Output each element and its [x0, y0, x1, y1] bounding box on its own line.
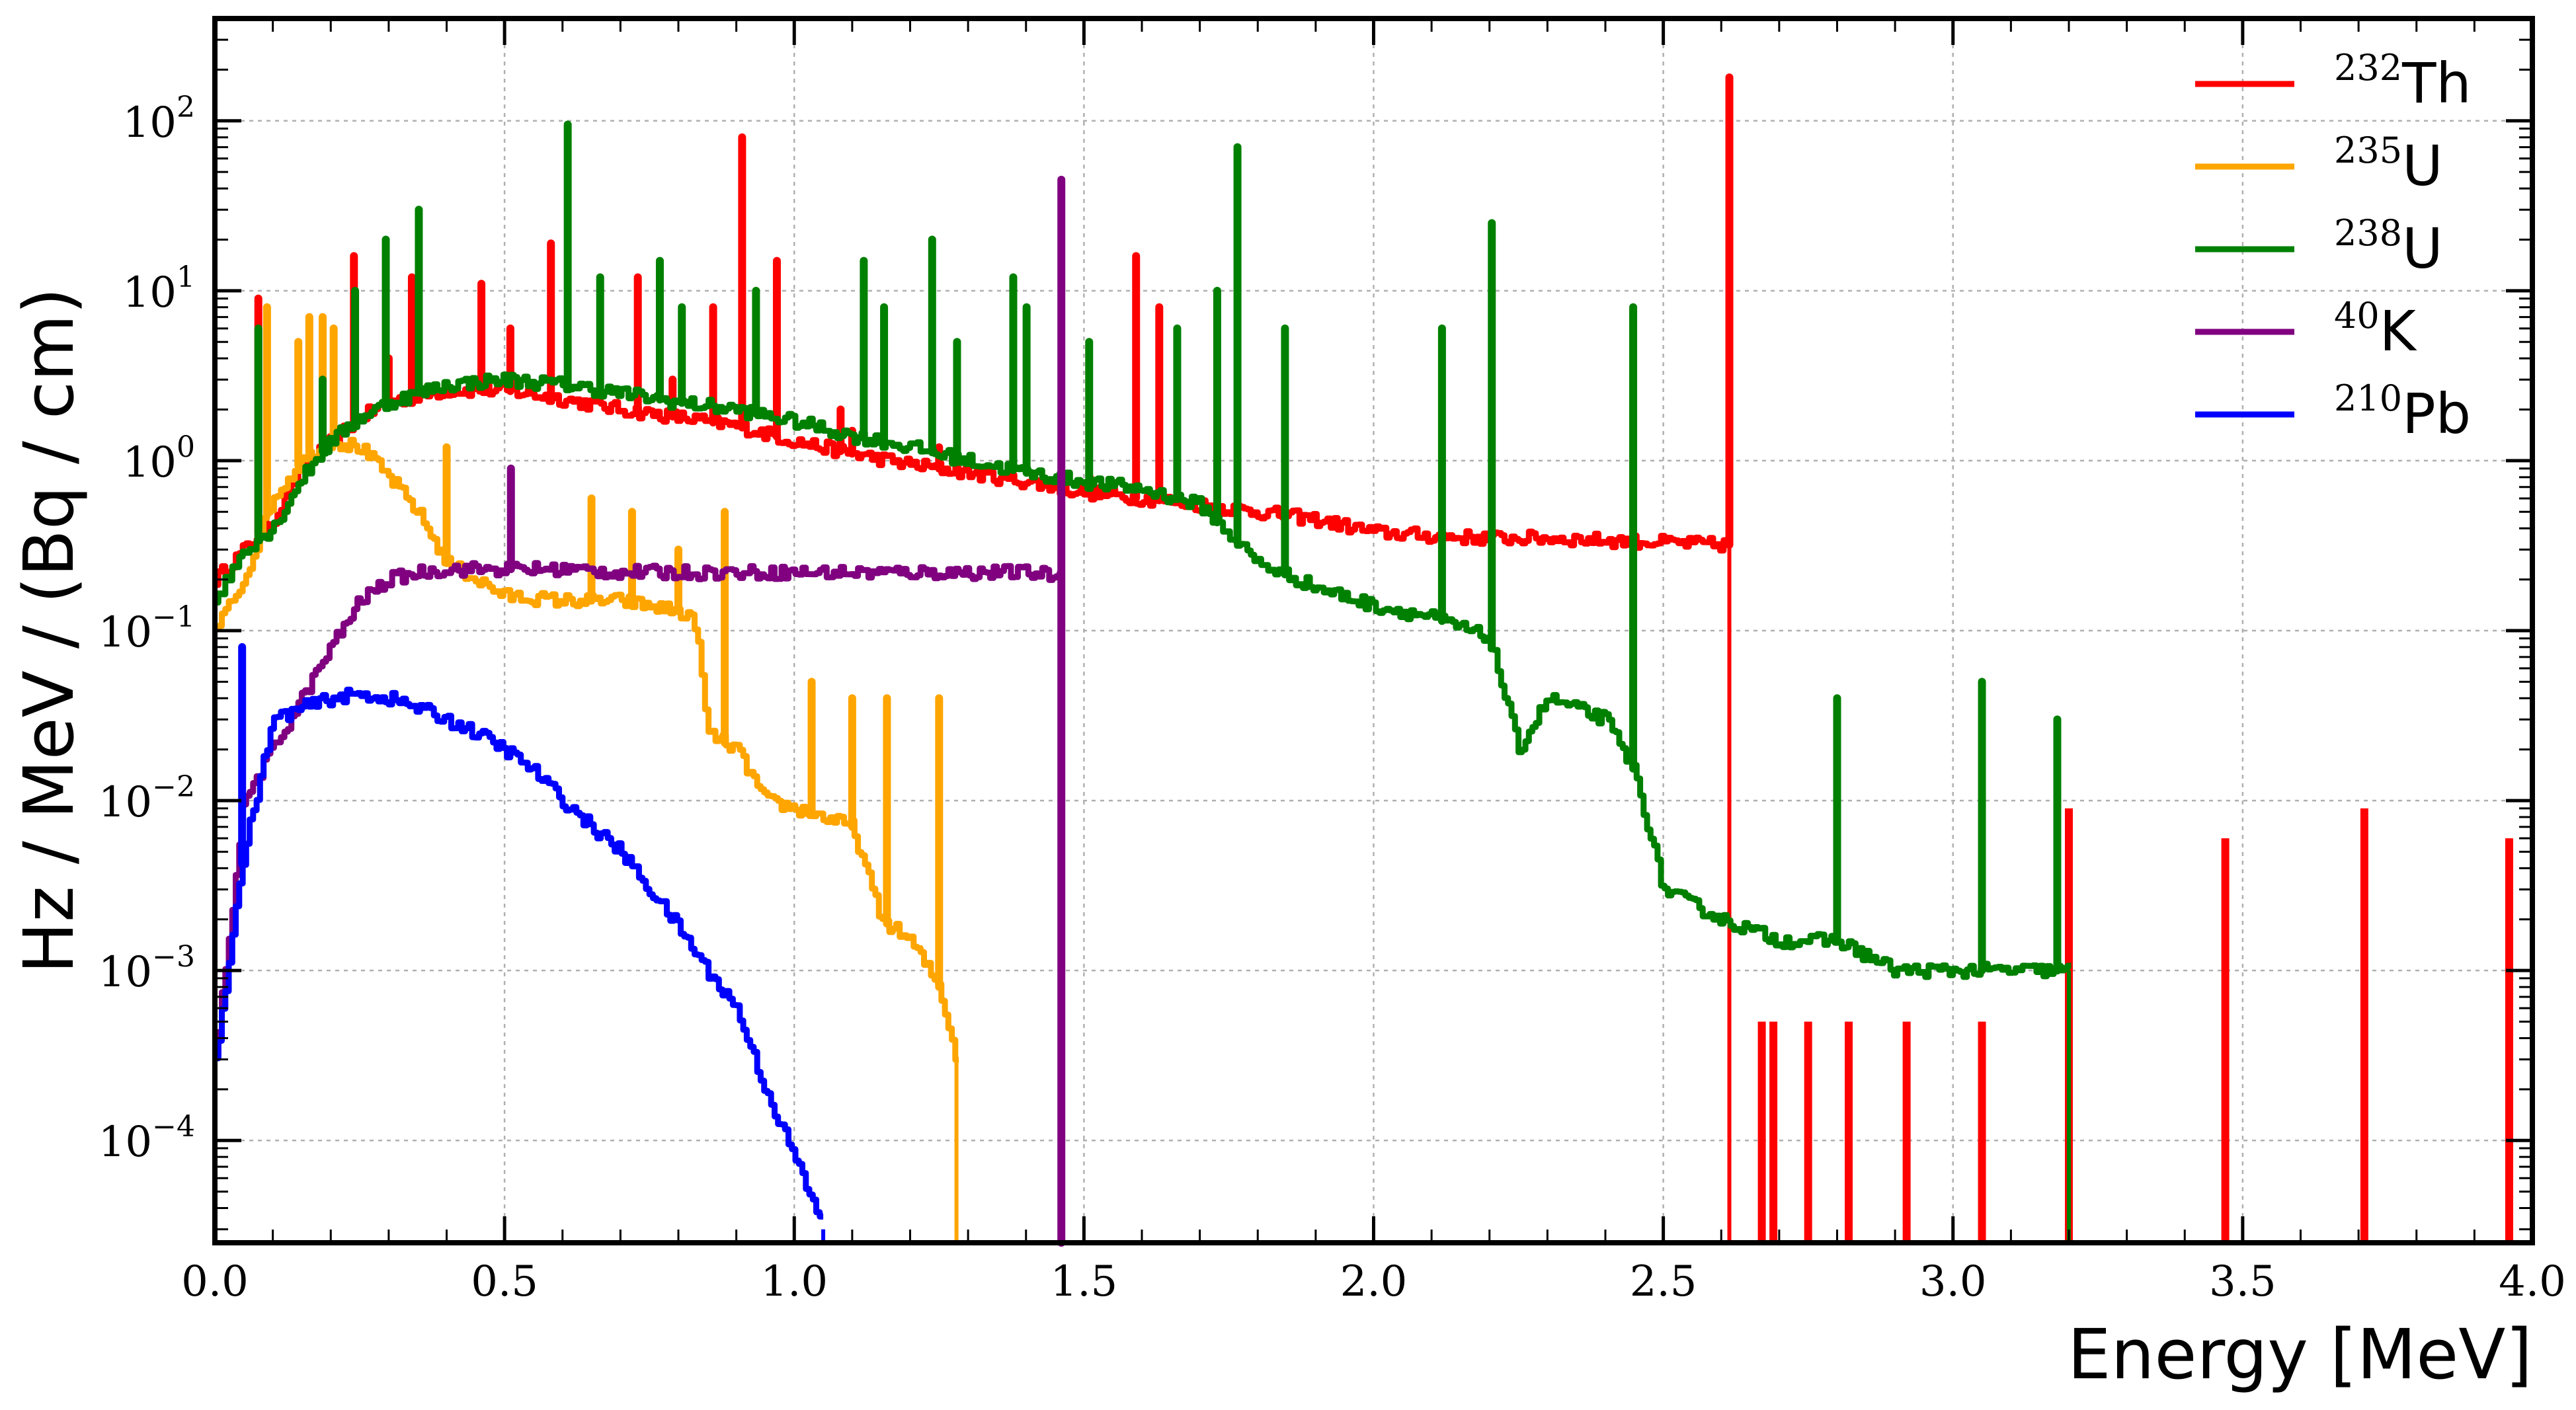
legend-label: 238U	[2334, 212, 2443, 281]
legend-entry-235u: 235U	[2195, 130, 2443, 198]
series-continuum-210pb	[215, 686, 824, 1220]
y-tick-label: 102	[123, 91, 195, 147]
x-tick-label: 0.5	[471, 1257, 538, 1306]
legend-entry-40k: 40K	[2195, 295, 2417, 364]
x-tick-label: 2.5	[1630, 1257, 1697, 1306]
series-continuum-40k	[215, 560, 1063, 1059]
series-continuum-235u	[215, 436, 959, 1063]
series-layer	[215, 73, 2513, 1247]
y-tick-labels: 10−4 10−3 10−2 10−1 100 101 102	[99, 91, 195, 1167]
y-axis-label: Hz / MeV / (Bq / cm)	[9, 288, 89, 974]
x-tick-label: 4.0	[2499, 1257, 2566, 1306]
grid-lines	[215, 19, 2532, 1243]
x-tick-label: 3.5	[2209, 1257, 2276, 1306]
y-tick-label: 10−1	[99, 600, 195, 657]
x-tick-labels: 0.0 0.5 1.0 1.5 2.0 2.5 3.0 3.5 4.0	[181, 1257, 2566, 1306]
series-continuum-238u	[215, 372, 2072, 980]
x-tick-label: 1.5	[1050, 1257, 1117, 1306]
x-tick-label: 0.0	[181, 1257, 249, 1306]
y-tick-label: 101	[123, 260, 195, 317]
legend-entry-210pb: 210Pb	[2195, 377, 2471, 446]
legend-label: 235U	[2334, 130, 2443, 198]
y-tick-label: 100	[123, 430, 195, 487]
x-axis-label: Energy [MeV]	[2068, 1314, 2532, 1395]
y-tick-label: 10−4	[99, 1110, 195, 1167]
series-40k	[215, 175, 1066, 1247]
y-tick-label: 10−3	[99, 940, 195, 997]
legend-label: 232Th	[2334, 47, 2472, 116]
legend: 232Th 235U 238U 40K 210Pb	[2195, 47, 2472, 446]
legend-entry-238u: 238U	[2195, 212, 2443, 281]
x-tick-label: 1.0	[760, 1257, 828, 1306]
legend-label: 40K	[2334, 295, 2417, 364]
legend-entry-232th: 232Th	[2195, 47, 2472, 116]
x-tick-label: 2.0	[1340, 1257, 1408, 1306]
x-tick-label: 3.0	[1919, 1257, 1987, 1306]
legend-label: 210Pb	[2334, 377, 2471, 446]
ticks-layer	[213, 17, 2534, 1243]
series-238u	[215, 120, 2072, 1243]
y-tick-label: 10−2	[99, 770, 195, 827]
